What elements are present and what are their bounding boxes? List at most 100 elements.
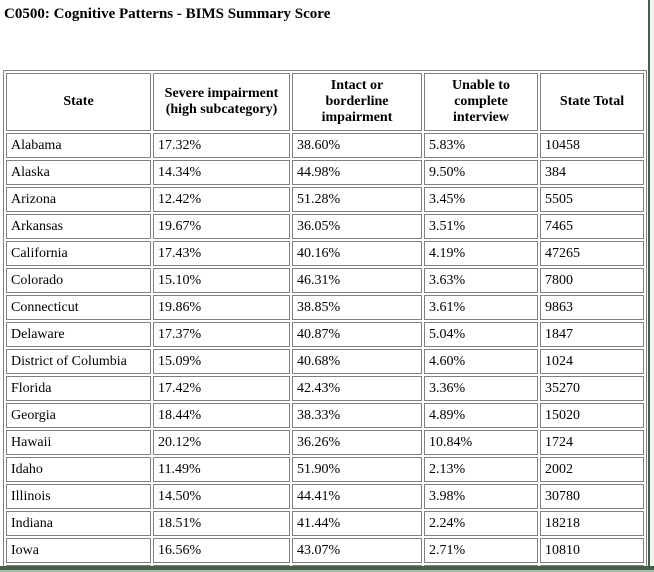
unable-complete-cell: 4.89% [424,403,538,428]
state-total-cell: 10458 [540,133,644,158]
state-cell: Indiana [6,511,151,536]
state-total-cell: 9863 [540,295,644,320]
state-cell: Florida [6,376,151,401]
state-total-cell: 7800 [540,268,644,293]
state-total-cell: 18218 [540,511,644,536]
unable-complete-cell: 3.63% [424,268,538,293]
state-total-cell: 2002 [540,457,644,482]
table-row: Georgia 18.44% 38.33% 4.89% 15020 [6,403,644,428]
column-header-label: State [63,94,94,109]
table-row: Alabama 17.32% 38.60% 5.83% 10458 [6,133,644,158]
unable-complete-cell: 5.04% [424,322,538,347]
table-row: Hawaii 20.12% 36.26% 10.84% 1724 [6,430,644,455]
table-row: Delaware 17.37% 40.87% 5.04% 1847 [6,322,644,347]
state-cell: Iowa [6,538,151,563]
state-cell: District of Columbia [6,349,151,374]
table-row: Indiana 18.51% 41.44% 2.24% 18218 [6,511,644,536]
table-row: Colorado 15.10% 46.31% 3.63% 7800 [6,268,644,293]
severe-impairment-cell: 12.42% [153,187,290,212]
state-total-cell: 7465 [540,214,644,239]
state-cell: Alaska [6,160,151,185]
unable-complete-cell: 3.61% [424,295,538,320]
severe-impairment-cell: 14.34% [153,160,290,185]
table-row: District of Columbia 15.09% 40.68% 4.60% 102… [6,349,644,374]
intact-borderline-cell: 38.85% [292,295,422,320]
intact-borderline-cell: 51.90% [292,457,422,482]
state-cell: Georgia [6,403,151,428]
table-row: Illinois 14.50% 44.41% 3.98% 30780 [6,484,644,509]
intact-borderline-cell: 43.07% [292,538,422,563]
frame-strip-bottom [0,570,654,572]
frame-strip-right [650,0,654,572]
state-cell: Delaware [6,322,151,347]
intact-borderline-cell: 36.05% [292,214,422,239]
unable-complete-cell: 5.83% [424,133,538,158]
table-row: Arkansas 19.67% 36.05% 3.51% 7465 [6,214,644,239]
state-total-cell: 30780 [540,484,644,509]
intact-borderline-cell: 46.31% [292,268,422,293]
unable-complete-cell: 10.84% [424,430,538,455]
table-row: Florida 17.42% 42.43% 3.36% 35270 [6,376,644,401]
table-row: Idaho 11.49% 51.90% 2.13% 2002 [6,457,644,482]
intact-borderline-cell: 44.41% [292,484,422,509]
intact-borderline-cell: 42.43% [292,376,422,401]
state-cell: Colorado [6,268,151,293]
intact-borderline-cell: 44.98% [292,160,422,185]
state-cell: Illinois [6,484,151,509]
column-header-intact-borderline: Intact or borderline impairment [292,73,422,131]
unable-complete-cell: 2.24% [424,511,538,536]
severe-impairment-cell: 17.42% [153,376,290,401]
table-row: California 17.43% 40.16% 4.19% 47265 [6,241,644,266]
state-total-cell: 1847 [540,322,644,347]
severe-impairment-cell: 17.37% [153,322,290,347]
intact-borderline-cell: 40.68% [292,349,422,374]
unable-complete-cell: 9.50% [424,160,538,185]
severe-impairment-cell: 14.50% [153,484,290,509]
frame-border-bottom [0,566,654,570]
severe-impairment-cell: 15.10% [153,268,290,293]
intact-borderline-cell: 40.87% [292,322,422,347]
column-header-label: Severe impairment (high subcategory) [164,86,279,117]
intact-borderline-cell: 38.33% [292,403,422,428]
state-total-cell: 15020 [540,403,644,428]
intact-borderline-cell: 41.44% [292,511,422,536]
unable-complete-cell: 2.13% [424,457,538,482]
severe-impairment-cell: 19.86% [153,295,290,320]
table-header-row: State Severe impairment (high subcategory… [6,73,644,131]
state-total-cell: 35270 [540,376,644,401]
table-row: Iowa 16.56% 43.07% 2.71% 10810 [6,538,644,563]
table-row: Alaska 14.34% 44.98% 9.50% 384 [6,160,644,185]
intact-borderline-cell: 51.28% [292,187,422,212]
state-cell: Hawaii [6,430,151,455]
intact-borderline-cell: 36.26% [292,430,422,455]
column-header-label: Unable to complete interview [452,78,510,125]
state-cell: Connecticut [6,295,151,320]
state-total-cell: 47265 [540,241,644,266]
severe-impairment-cell: 18.44% [153,403,290,428]
severe-impairment-cell: 11.49% [153,457,290,482]
unable-complete-cell: 3.45% [424,187,538,212]
table-row: Arizona 12.42% 51.28% 3.45% 5505 [6,187,644,212]
unable-complete-cell: 2.71% [424,538,538,563]
severe-impairment-cell: 17.32% [153,133,290,158]
unable-complete-cell: 3.36% [424,376,538,401]
severe-impairment-cell: 20.12% [153,430,290,455]
table-header: State Severe impairment (high subcategory… [6,73,644,131]
severe-impairment-cell: 15.09% [153,349,290,374]
state-total-cell: 5505 [540,187,644,212]
state-total-cell: 10810 [540,538,644,563]
unable-complete-cell: 4.19% [424,241,538,266]
column-header-unable-complete: Unable to complete interview [424,73,538,131]
state-cell: Alabama [6,133,151,158]
state-cell: Idaho [6,457,151,482]
bims-summary-table: State Severe impairment (high subcategory… [3,70,647,572]
state-cell: California [6,241,151,266]
state-cell: Arkansas [6,214,151,239]
column-header-state-total: State Total [540,73,644,131]
severe-impairment-cell: 16.56% [153,538,290,563]
table-body: Alabama 17.32% 38.60% 5.83% 10458 Alaska 14.34… [6,133,644,572]
page-title: C0500: Cognitive Patterns - BIMS Summary… [4,6,331,22]
column-header-label: Intact or borderline impairment [321,78,393,125]
column-header-label: State Total [559,94,625,109]
state-total-cell: 1024 [540,349,644,374]
